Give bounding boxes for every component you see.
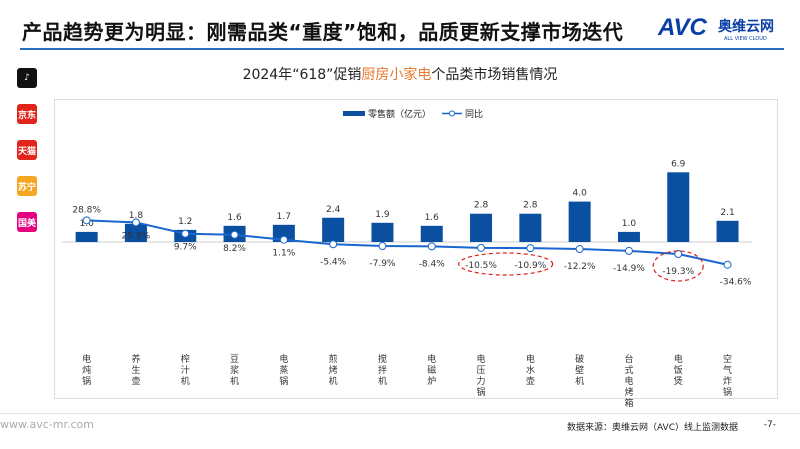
yoy-point bbox=[82, 216, 91, 225]
logo-cn: 奥维云网 bbox=[718, 19, 774, 35]
yoy-label: 28.8% bbox=[72, 205, 101, 215]
category-label: 破壁机 bbox=[575, 353, 584, 387]
bar-label: 2.8 bbox=[474, 201, 489, 211]
bar-label: 1.2 bbox=[178, 217, 192, 227]
category-label: 搅拌机 bbox=[378, 353, 387, 387]
bar-label: 6.9 bbox=[671, 159, 686, 169]
bar bbox=[272, 224, 295, 242]
bar-label: 1.0 bbox=[622, 219, 637, 229]
yoy-label: 25.8% bbox=[122, 231, 151, 241]
highlight-ellipse bbox=[652, 250, 704, 282]
header-divider bbox=[20, 48, 784, 50]
bar-label: 2.1 bbox=[720, 208, 734, 218]
yoy-point bbox=[329, 240, 338, 249]
bar bbox=[617, 231, 640, 242]
bar-label: 1.6 bbox=[227, 213, 242, 223]
yoy-line bbox=[86, 219, 728, 266]
yoy-label: -5.4% bbox=[320, 257, 347, 267]
chart-title-highlight: 厨房小家电 bbox=[361, 67, 432, 83]
chart-frame bbox=[54, 99, 778, 399]
bar-label: 2.4 bbox=[326, 205, 341, 215]
category-label: 煎烤机 bbox=[329, 353, 338, 387]
bar bbox=[568, 201, 591, 242]
tmall-icon: 天猫 bbox=[17, 140, 37, 160]
legend-bar-swatch bbox=[343, 111, 365, 116]
source-note: 数据来源：奥维云网（AVC）线上监测数据 bbox=[566, 423, 738, 433]
logo-en: ALL VIEW CLOUD bbox=[724, 36, 767, 42]
category-label: 空气炸锅 bbox=[723, 353, 732, 398]
legend-bar-label: 零售额（亿元） bbox=[368, 108, 431, 120]
yoy-label: -8.4% bbox=[419, 259, 446, 269]
category-label: 电压力锅 bbox=[477, 353, 486, 398]
footer-divider bbox=[0, 413, 800, 414]
yoy-point bbox=[181, 229, 190, 238]
yoy-label: -10.9% bbox=[514, 261, 546, 271]
gome-icon: 国美 bbox=[17, 212, 37, 232]
bar-label: 1.7 bbox=[277, 212, 291, 222]
yoy-point bbox=[378, 242, 387, 251]
chart-title: 2024年“618”促销厨房小家电个品类市场销售情况 bbox=[0, 64, 800, 84]
bar bbox=[420, 225, 443, 242]
avc-logo: AVC 奥维云网 ALL VIEW CLOUD bbox=[658, 14, 774, 42]
yoy-point bbox=[624, 246, 633, 255]
category-label: 榨汁机 bbox=[181, 353, 190, 387]
category-label: 养生壶 bbox=[131, 353, 140, 387]
yoy-point bbox=[131, 218, 140, 227]
yoy-point bbox=[526, 244, 535, 253]
yoy-label: -19.3% bbox=[662, 267, 694, 277]
yoy-label: 8.2% bbox=[223, 244, 246, 254]
bar-label: 1.9 bbox=[375, 210, 390, 220]
bar-label: 1.8 bbox=[129, 211, 144, 221]
chart-title-suffix: 个品类市场销售情况 bbox=[431, 67, 558, 83]
chart-title-prefix: 2024年“618”促销 bbox=[242, 67, 362, 83]
yoy-label: -14.9% bbox=[613, 264, 645, 274]
yoy-label: 1.1% bbox=[272, 249, 295, 259]
category-label: 电蒸锅 bbox=[279, 353, 288, 387]
legend-line-marker bbox=[449, 110, 455, 117]
yoy-point bbox=[723, 260, 732, 269]
bar-label: 2.8 bbox=[523, 201, 538, 211]
yoy-point bbox=[477, 243, 486, 252]
bar bbox=[322, 217, 345, 242]
yoy-label: -10.5% bbox=[465, 261, 497, 271]
yoy-point bbox=[674, 250, 683, 259]
yoy-point bbox=[230, 230, 239, 239]
jd-icon: 京东 bbox=[17, 104, 37, 124]
yoy-label: -7.9% bbox=[369, 259, 396, 269]
category-label: 电磁炉 bbox=[427, 353, 436, 387]
category-label: 台式电烤箱 bbox=[624, 353, 633, 409]
category-label: 电炖锅 bbox=[82, 353, 91, 387]
bar bbox=[470, 213, 493, 242]
yoy-label: -12.2% bbox=[564, 262, 596, 272]
bar bbox=[124, 223, 147, 242]
bar bbox=[75, 231, 98, 242]
yoy-point bbox=[575, 245, 584, 254]
bar-label: 4.0 bbox=[572, 189, 587, 199]
legend-line-label: 同比 bbox=[465, 108, 483, 120]
bar bbox=[667, 172, 690, 242]
tiktok-icon: ♪ bbox=[17, 68, 37, 88]
bar bbox=[519, 213, 542, 242]
category-label: 豆浆机 bbox=[230, 354, 239, 387]
yoy-label: -34.6% bbox=[720, 278, 752, 288]
logo-text: AVC bbox=[658, 14, 707, 41]
category-label: 电饭煲 bbox=[674, 353, 683, 387]
bar-label: 1.6 bbox=[425, 213, 440, 223]
website: www.avc-mr.com bbox=[0, 418, 94, 431]
yoy-point bbox=[279, 235, 288, 244]
yoy-point bbox=[427, 242, 436, 251]
yoy-label: 9.7% bbox=[174, 243, 197, 253]
page-title: 产品趋势更为明显：刚需品类“重度”饱和，品质更新支撑市场迭代 bbox=[22, 20, 624, 44]
bar bbox=[371, 222, 394, 242]
page-number: -7- bbox=[763, 420, 776, 430]
bar bbox=[716, 220, 739, 242]
highlight-ellipse bbox=[458, 252, 554, 276]
suning-icon: 苏宁 bbox=[17, 176, 37, 196]
category-label: 电水壶 bbox=[526, 353, 535, 387]
